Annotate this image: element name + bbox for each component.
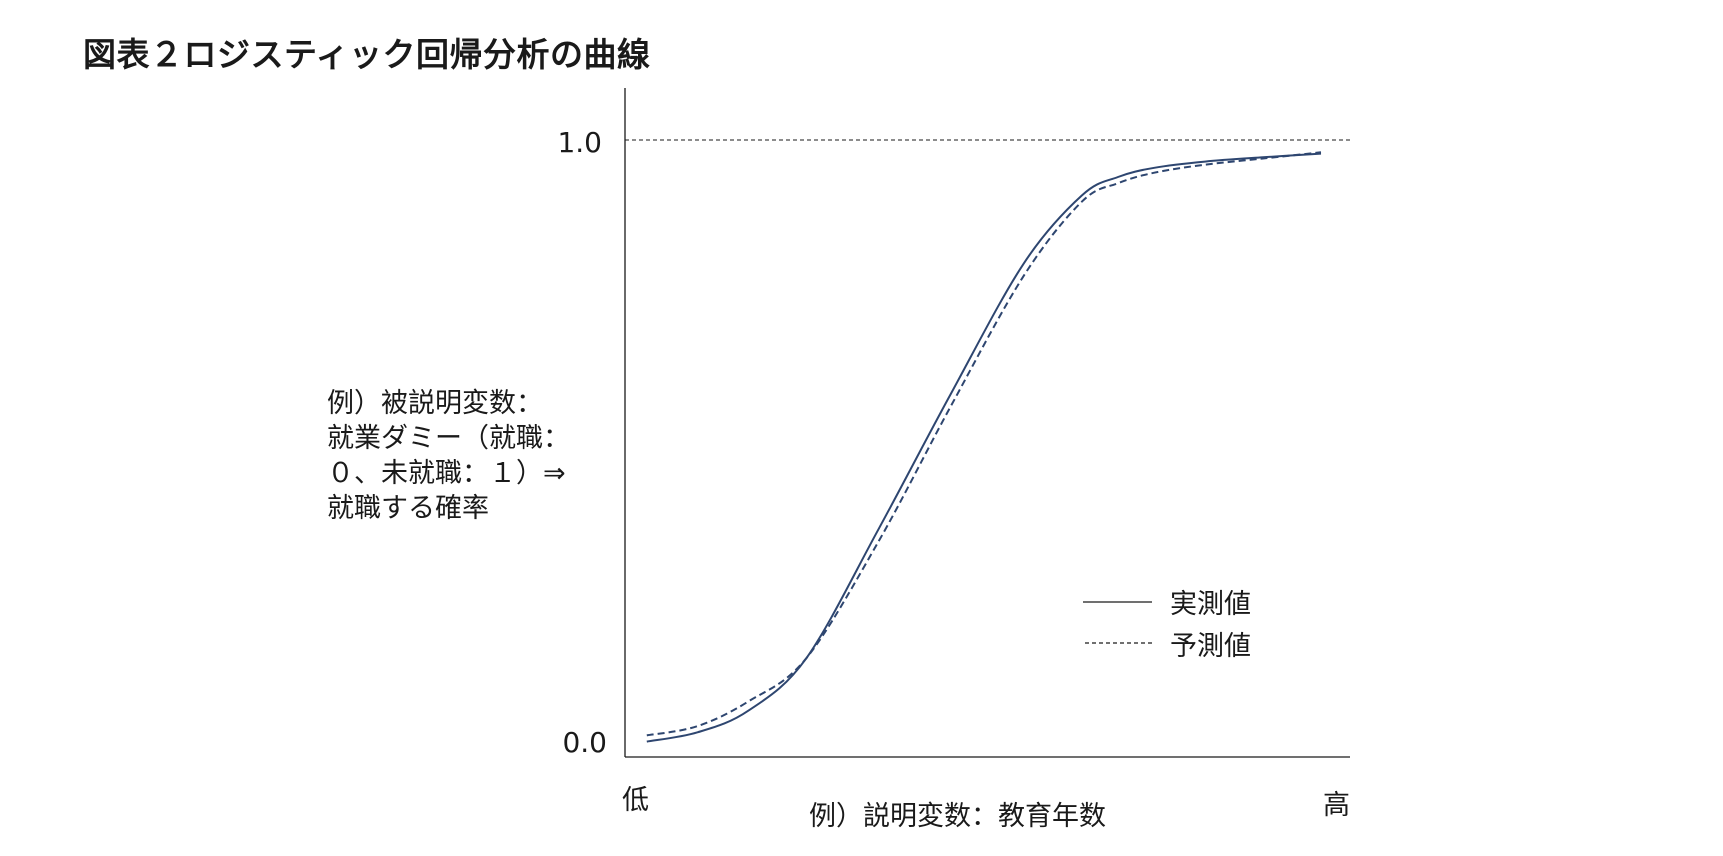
y-axis-label-line-2: 就業ダミー（就職：: [327, 423, 570, 454]
y-tick-label-1: 1.0: [557, 126, 602, 159]
y-axis-label-line-3: ０、未就職：１）⇒: [327, 458, 566, 489]
y-tick-label-0: 0.0: [562, 726, 607, 759]
legend-label-actual: 実測値: [1170, 589, 1251, 620]
series-line-predicted: [646, 151, 1322, 737]
y-axis-label-line-4: 就職する確率: [327, 493, 489, 524]
legend-label-predicted: 予測値: [1170, 631, 1251, 662]
x-tick-label-high: 高: [1323, 790, 1350, 821]
y-axis-label: 例）被説明変数： 就業ダミー（就職： ０、未就職：１）⇒ 就職する確率: [327, 386, 570, 526]
page-title: 図表２ロジスティック回帰分析の曲線: [83, 35, 651, 74]
x-axis-label: 例）説明変数：教育年数: [809, 801, 1106, 832]
series-line-actual: [646, 152, 1322, 743]
x-tick-label-low: 低: [622, 785, 649, 816]
legend: 実測値 予測値: [1083, 589, 1251, 662]
y-axis-label-line-1: 例）被説明変数：: [327, 388, 543, 419]
